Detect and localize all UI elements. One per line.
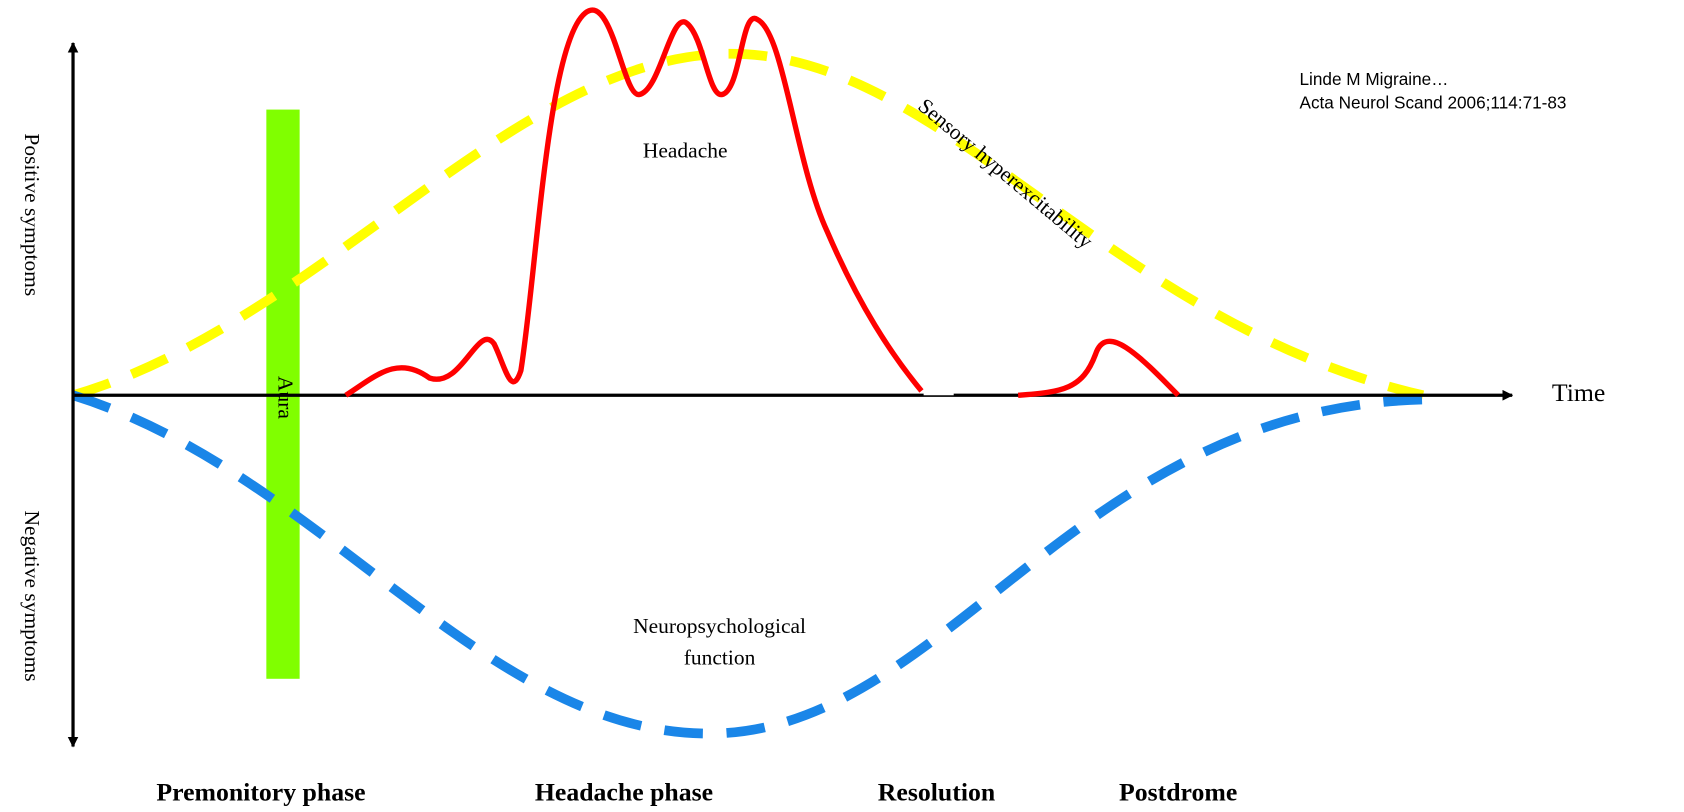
y-positive-label: Positive symptoms: [20, 133, 44, 296]
sensory-label: Sensory hyperexcitability: [914, 94, 1098, 254]
gap: [923, 388, 954, 396]
aura-label: Aura: [274, 376, 298, 419]
phase-label: Resolution: [878, 778, 995, 807]
y-negative-label: Negative symptoms: [20, 511, 44, 682]
neuro-curve: [71, 390, 1424, 739]
headache-label: Headache: [643, 138, 728, 162]
x-label: Time: [1552, 378, 1605, 407]
citation: Acta Neurol Scand 2006;114:71-83: [1300, 93, 1567, 113]
postdrome-curve: [1017, 338, 1181, 398]
neuro-label: function: [684, 645, 756, 669]
citation: Linde M Migraine…: [1300, 69, 1449, 89]
headache-curve: [344, 7, 924, 398]
neuro-label: Neuropsychological: [633, 614, 806, 638]
phase-label: Postdrome: [1119, 778, 1237, 807]
phase-label: Premonitory phase: [156, 778, 365, 807]
sensory-curve: [71, 48, 1425, 400]
phase-label: Headache phase: [535, 778, 713, 807]
